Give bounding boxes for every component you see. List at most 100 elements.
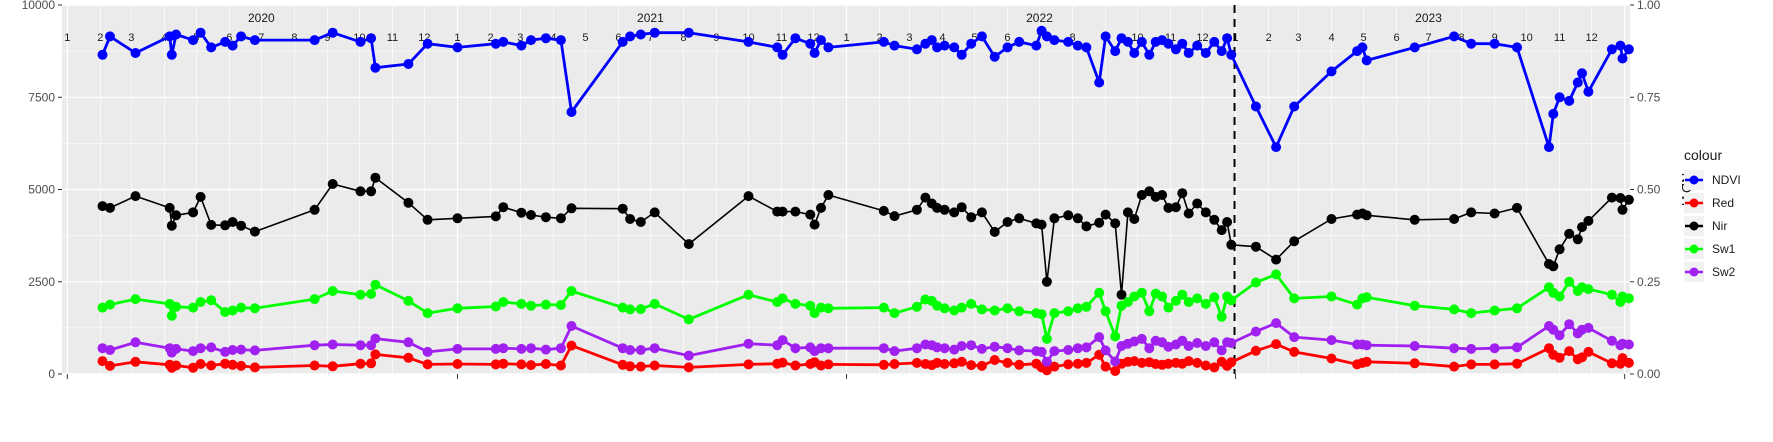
data-point: [1564, 95, 1575, 106]
data-point: [1572, 234, 1583, 245]
data-point: [1583, 346, 1594, 357]
data-point: [911, 44, 922, 55]
data-point: [1250, 277, 1261, 288]
data-point: [227, 345, 238, 355]
data-point: [1094, 332, 1105, 343]
data-point: [366, 33, 377, 44]
data-point: [949, 358, 960, 369]
data-point: [617, 203, 628, 214]
data-point: [1449, 343, 1460, 354]
data-point: [1041, 356, 1052, 367]
data-point: [683, 362, 694, 373]
y-right-tick-label: 0.75: [1637, 90, 1661, 104]
data-point: [220, 307, 231, 317]
data-point: [816, 360, 826, 371]
data-point: [220, 358, 231, 369]
data-point: [1049, 35, 1060, 46]
data-point: [1157, 190, 1168, 200]
data-point: [1094, 77, 1105, 88]
data-point: [1226, 49, 1237, 60]
data-point: [498, 202, 509, 213]
legend-item-ndvi: NDVI: [1684, 170, 1741, 190]
month-label: 8: [680, 32, 686, 44]
y-left-tick-label: 10000: [22, 0, 56, 12]
data-point: [1200, 48, 1211, 58]
data-point: [526, 300, 536, 311]
data-point: [188, 362, 199, 373]
data-point: [966, 298, 977, 309]
month-label: 1: [454, 32, 460, 44]
data-point: [1014, 345, 1025, 356]
data-point: [105, 31, 115, 42]
data-point: [1289, 293, 1300, 304]
data-point: [1289, 346, 1300, 357]
data-point: [355, 358, 366, 369]
data-point: [249, 345, 260, 356]
data-point: [1409, 341, 1420, 351]
data-point: [1192, 293, 1203, 304]
data-point: [97, 356, 108, 367]
data-point: [1554, 244, 1565, 255]
data-point: [889, 211, 900, 222]
data-point: [1466, 207, 1477, 218]
data-point: [1136, 190, 1147, 200]
data-point: [1216, 345, 1227, 356]
data-point: [1049, 361, 1060, 372]
major-gridlines: [62, 4, 1630, 375]
data-point: [1271, 339, 1282, 350]
data-point: [97, 302, 108, 313]
data-point: [370, 172, 381, 183]
data-point: [1183, 356, 1194, 367]
data-point: [1192, 357, 1203, 368]
data-point: [1002, 343, 1013, 354]
data-point: [649, 27, 660, 38]
data-point: [249, 226, 260, 237]
data-point: [1200, 360, 1211, 371]
data-point: [1548, 261, 1559, 272]
data-point: [1326, 66, 1337, 77]
data-point: [1049, 213, 1060, 224]
data-point: [1409, 300, 1420, 311]
data-point: [327, 361, 338, 372]
legend-title: colour: [1684, 147, 1722, 163]
data-point: [1192, 40, 1203, 51]
data-point: [1250, 101, 1261, 112]
data-point: [188, 207, 199, 218]
data-point: [1271, 318, 1282, 329]
data-point: [976, 31, 987, 42]
data-point: [498, 358, 509, 369]
data-point: [452, 359, 463, 369]
data-point: [649, 298, 660, 309]
data-point: [1144, 343, 1155, 354]
data-point: [889, 359, 900, 369]
legend-label: Sw1: [1712, 242, 1736, 256]
data-point: [1192, 338, 1203, 348]
data-point: [966, 212, 977, 223]
data-point: [452, 42, 463, 53]
data-point: [966, 360, 977, 371]
data-point: [1036, 219, 1047, 230]
month-label: 9: [1492, 32, 1498, 44]
data-point: [1183, 297, 1194, 307]
data-point: [949, 207, 960, 218]
data-point: [1163, 302, 1174, 313]
data-point: [1466, 308, 1477, 319]
legend-key-point: [1689, 221, 1699, 231]
data-point: [625, 304, 636, 315]
data-point: [878, 359, 889, 370]
data-point: [1409, 214, 1420, 225]
data-point: [889, 40, 900, 51]
data-point: [816, 35, 826, 46]
data-point: [1361, 292, 1372, 303]
data-point: [743, 289, 754, 300]
data-point: [1564, 346, 1575, 357]
data-point: [1081, 357, 1092, 368]
data-point: [166, 49, 177, 60]
data-point: [649, 207, 660, 218]
data-point: [1564, 276, 1575, 287]
data-point: [809, 48, 820, 58]
data-point: [171, 343, 182, 354]
data-point: [743, 191, 754, 202]
data-point: [1489, 359, 1500, 370]
data-point: [355, 289, 366, 300]
